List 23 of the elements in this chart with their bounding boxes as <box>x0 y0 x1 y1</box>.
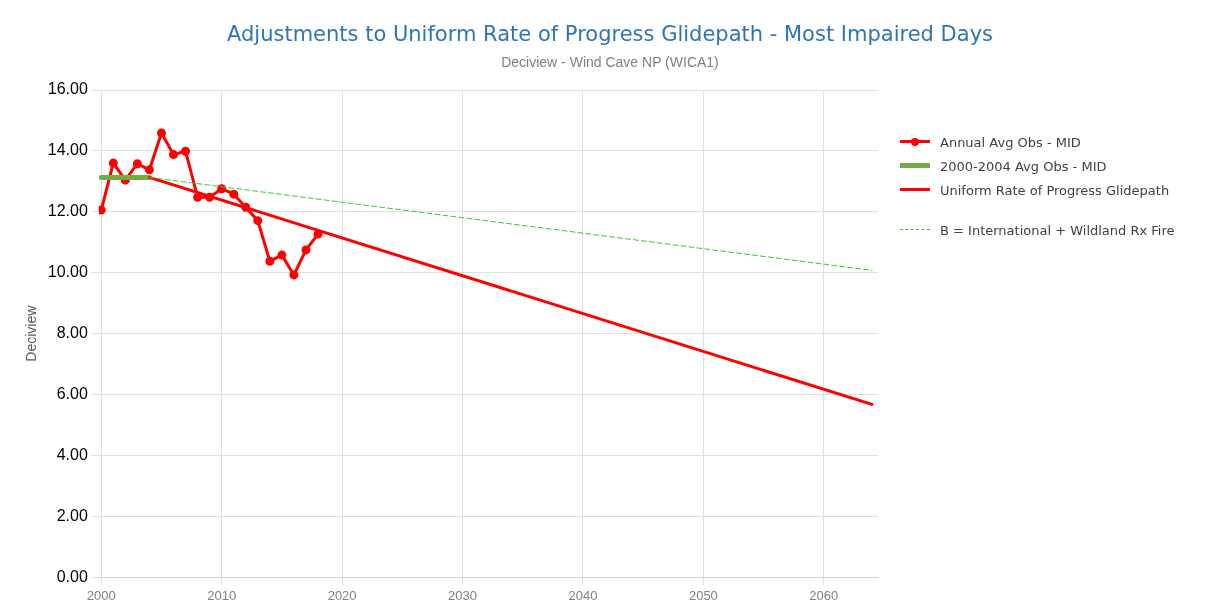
x-tick-label: 2020 <box>327 587 357 603</box>
y-tick-label: 2.00 <box>56 506 88 524</box>
y-tick-label: 14.00 <box>47 141 88 159</box>
legend-label: B = International + Wildland Rx Fire <box>940 222 1175 238</box>
x-tick-label: 2030 <box>448 587 477 603</box>
y-tick-label: 10.00 <box>47 263 88 281</box>
chart-subtitle: Deciview - Wind Cave NP (WICA1) <box>500 54 720 70</box>
x-tick-label: 2060 <box>809 587 839 603</box>
y-tick-label: 6.00 <box>56 385 88 403</box>
y-tick-label: 4.00 <box>56 445 88 463</box>
y-tick-label: 0.00 <box>56 567 88 585</box>
y-tick-label: 16.00 <box>47 80 88 98</box>
legend-label: Uniform Rate of Progress Glidepath <box>940 182 1170 198</box>
x-tick-label: 2040 <box>568 587 598 603</box>
y-tick-label: 12.00 <box>47 202 88 220</box>
x-tick-label: 2000 <box>86 587 116 603</box>
x-tick-label: 2050 <box>688 587 718 603</box>
chart-title: Adjustments to Uniform Rate of Progress Glidepath - Most Impaired Days <box>226 22 994 46</box>
y-tick-label: 8.00 <box>56 324 88 342</box>
x-tick-label: 2010 <box>207 587 237 603</box>
y-axis-title: Deciview <box>23 304 40 362</box>
legend-label: 2000-2004 Avg Obs - MID <box>940 158 1107 174</box>
legend-label: Annual Avg Obs - MID <box>940 134 1081 150</box>
